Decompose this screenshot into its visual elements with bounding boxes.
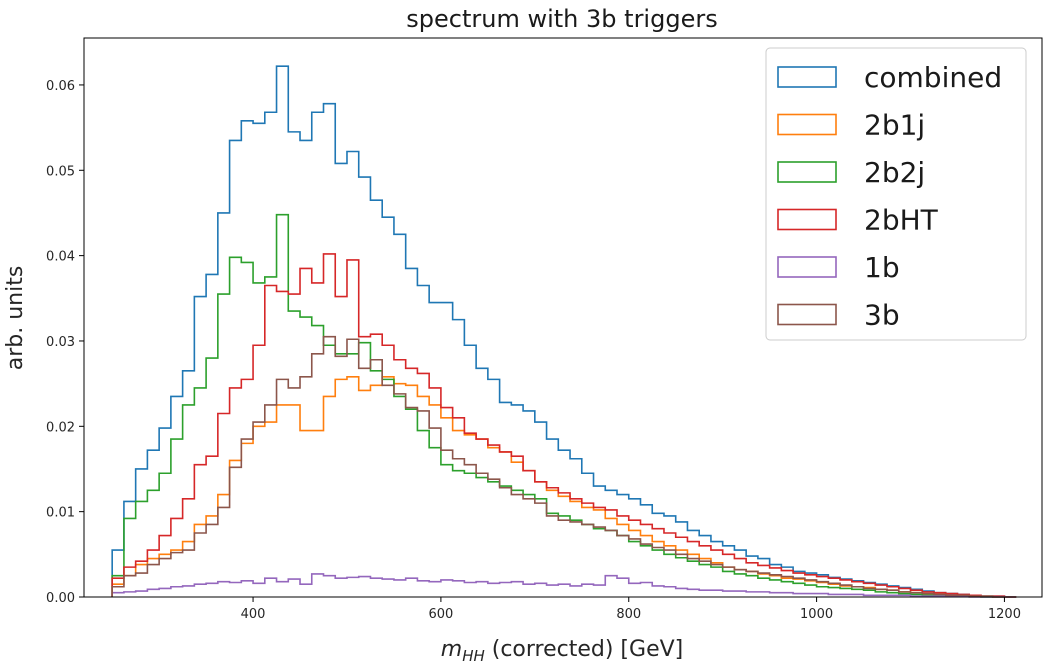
y-tick-label: 0.03 — [46, 335, 75, 350]
x-tick-label: 1000 — [800, 607, 833, 622]
x-axis-label: mHH (corrected) [GeV] — [441, 637, 683, 662]
y-axis: 0.00 0.01 0.02 0.03 0.04 0.05 0.06 — [46, 79, 84, 606]
legend-swatch-combined — [777, 66, 837, 88]
x-axis-label-rest: (corrected) [GeV] — [485, 637, 683, 662]
legend-label-3b: 3b — [864, 299, 900, 332]
plot-frame — [83, 37, 1043, 598]
y-tick-label: 0.05 — [46, 164, 75, 179]
x-tick-label: 800 — [616, 607, 641, 622]
series-layer — [111, 65, 1017, 598]
x-tick-label: 600 — [428, 607, 453, 622]
y-tick-label: 0.04 — [46, 250, 75, 265]
series-3b-step — [111, 335, 1017, 598]
legend-label-2bHT: 2bHT — [864, 204, 939, 237]
legend-swatch-2b2j — [777, 161, 837, 183]
x-tick-label: 1200 — [988, 607, 1021, 622]
y-tick-label: 0.01 — [46, 506, 75, 521]
legend-label-2b2j: 2b2j — [864, 156, 925, 189]
x-axis: 400 600 800 1000 1200 — [241, 597, 1021, 622]
x-axis-label-subscript: HH — [462, 647, 485, 662]
x-axis-label-symbol: m — [441, 637, 462, 662]
legend-swatch-3b — [777, 303, 837, 326]
legend-label-2b1j: 2b1j — [864, 109, 925, 142]
legend-label-combined: combined — [864, 61, 1002, 94]
y-tick-label: 0.06 — [46, 79, 75, 94]
legend-box — [765, 47, 1027, 341]
series-2b1j-step — [111, 376, 1017, 598]
y-tick-label: 0.02 — [46, 420, 75, 435]
legend-swatch-2b1j — [777, 113, 837, 136]
legend-swatch-1b — [777, 256, 837, 278]
chart-title: spectrum with 3b triggers — [406, 5, 717, 33]
series-1b-step — [111, 573, 1017, 598]
y-tick-label: 0.00 — [46, 591, 75, 606]
series-2bHT-step — [111, 253, 1017, 598]
legend: combined 2b1j 2b2j 2bHT 1b 3b — [765, 47, 1027, 341]
legend-label-1b: 1b — [864, 251, 900, 284]
y-axis-label: arb. units — [3, 266, 28, 371]
x-tick-label: 400 — [241, 607, 266, 622]
legend-swatch-2bHT — [777, 208, 837, 231]
legend-items: combined 2b1j 2b2j 2bHT 1b 3b — [777, 61, 1002, 332]
series-combined-step — [111, 65, 1017, 598]
